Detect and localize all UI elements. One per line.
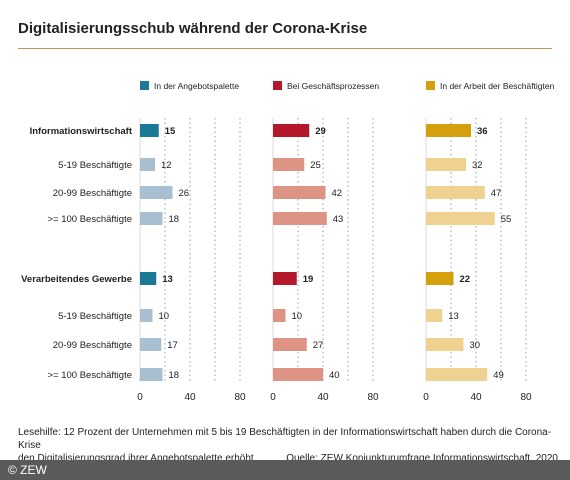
title-divider bbox=[18, 48, 552, 49]
bar bbox=[140, 272, 157, 285]
data-label: 17 bbox=[167, 340, 178, 351]
bar bbox=[273, 186, 326, 199]
bar bbox=[426, 212, 495, 225]
footnote: Lesehilfe: 12 Prozent der Unternehmen mi… bbox=[18, 426, 558, 465]
category-label: 5-19 Beschäftigte bbox=[58, 311, 132, 322]
data-label: 40 bbox=[329, 370, 340, 381]
data-label: 15 bbox=[165, 126, 176, 137]
bar bbox=[426, 272, 454, 285]
bar bbox=[426, 158, 466, 171]
data-label: 30 bbox=[470, 340, 481, 351]
x-tick-label: 40 bbox=[317, 392, 329, 403]
legend-label: Bei Geschäftsprozessen bbox=[287, 81, 379, 91]
bar bbox=[140, 212, 163, 225]
data-label: 36 bbox=[477, 126, 488, 137]
x-tick-label: 0 bbox=[137, 392, 143, 403]
legend-label: In der Angebotspalette bbox=[154, 81, 239, 91]
bar bbox=[426, 124, 471, 137]
x-tick-label: 80 bbox=[367, 392, 379, 403]
data-label: 13 bbox=[162, 274, 173, 285]
legend-swatch bbox=[426, 81, 435, 90]
bar bbox=[426, 368, 488, 381]
bar bbox=[273, 124, 310, 137]
category-label: Informationswirtschaft bbox=[30, 126, 133, 137]
bar bbox=[426, 338, 464, 351]
data-label: 18 bbox=[169, 370, 180, 381]
category-label: 20-99 Beschäftigte bbox=[53, 340, 132, 351]
x-tick-label: 0 bbox=[423, 392, 429, 403]
chart-title: Digitalisierungsschub während der Corona… bbox=[18, 20, 368, 37]
legend-swatch bbox=[140, 81, 149, 90]
data-label: 49 bbox=[493, 370, 504, 381]
data-label: 18 bbox=[169, 214, 180, 225]
bar bbox=[140, 338, 162, 351]
category-label: >= 100 Beschäftigte bbox=[47, 370, 132, 381]
legend-swatch bbox=[273, 81, 282, 90]
category-label: Verarbeitendes Gewerbe bbox=[21, 274, 132, 285]
data-label: 42 bbox=[332, 188, 343, 199]
footer-bar: © ZEW bbox=[0, 460, 570, 480]
data-label: 43 bbox=[333, 214, 344, 225]
category-label: 5-19 Beschäftigte bbox=[58, 160, 132, 171]
x-tick-label: 40 bbox=[184, 392, 196, 403]
bar bbox=[273, 309, 286, 322]
x-tick-label: 80 bbox=[234, 392, 246, 403]
bar bbox=[140, 124, 159, 137]
bar bbox=[140, 368, 163, 381]
data-label: 12 bbox=[161, 160, 172, 171]
category-label: >= 100 Beschäftigte bbox=[47, 214, 132, 225]
legend-label: In der Arbeit der Beschäftigten bbox=[440, 81, 555, 91]
data-label: 32 bbox=[472, 160, 483, 171]
data-label: 10 bbox=[292, 311, 303, 322]
data-label: 47 bbox=[491, 188, 502, 199]
footnote-line-2: den Digitalisierungsgrad ihrer Angebotsp… bbox=[18, 453, 257, 464]
data-label: 13 bbox=[448, 311, 459, 322]
footnote-line-1: Lesehilfe: 12 Prozent der Unternehmen mi… bbox=[18, 427, 552, 451]
data-label: 26 bbox=[179, 188, 190, 199]
data-label: 10 bbox=[159, 311, 170, 322]
data-label: 22 bbox=[460, 274, 471, 285]
bar bbox=[273, 368, 323, 381]
bar bbox=[140, 309, 153, 322]
source-note: Quelle: ZEW Konjunkturumfrage Informatio… bbox=[286, 453, 558, 464]
bar bbox=[426, 186, 485, 199]
copyright-label: © ZEW bbox=[8, 463, 47, 477]
bar bbox=[273, 158, 305, 171]
bar bbox=[426, 309, 443, 322]
data-label: 27 bbox=[313, 340, 324, 351]
bar bbox=[273, 272, 297, 285]
data-label: 19 bbox=[303, 274, 314, 285]
bar-chart: 0 40 80 0 40 80 0 40 80 In der Angebotspalette Bei… bbox=[21, 81, 555, 403]
bar bbox=[273, 212, 327, 225]
data-label: 29 bbox=[315, 126, 326, 137]
data-label: 25 bbox=[310, 160, 321, 171]
bar bbox=[140, 186, 173, 199]
bar bbox=[140, 158, 155, 171]
category-label: 20-99 Beschäftigte bbox=[53, 188, 132, 199]
bar bbox=[273, 338, 307, 351]
x-tick-label: 80 bbox=[520, 392, 532, 403]
data-label: 55 bbox=[501, 214, 512, 225]
x-tick-label: 0 bbox=[270, 392, 276, 403]
x-tick-label: 40 bbox=[470, 392, 482, 403]
